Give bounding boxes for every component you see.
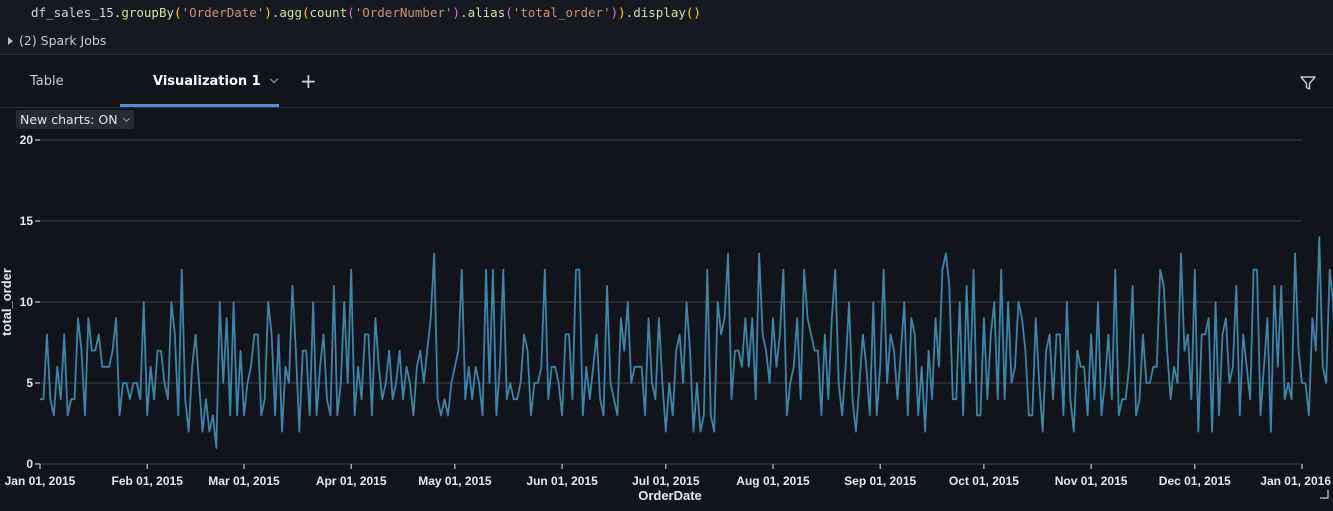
chevron-down-icon: [122, 114, 130, 123]
spark-jobs-label: (2) Spark Jobs: [19, 33, 107, 48]
code-fn-count: count: [309, 5, 348, 20]
x-tick-label: Jan 01, 2016: [1260, 474, 1331, 488]
y-tick-label: 10: [20, 295, 34, 309]
new-charts-toggle[interactable]: New charts: ON: [16, 110, 134, 129]
tab-table-label: Table: [30, 74, 64, 89]
x-tick-label: Aug 01, 2015: [736, 474, 810, 488]
y-tick-label: 20: [20, 133, 34, 147]
x-tick-label: Jun 01, 2015: [526, 474, 598, 488]
code-method-display: display: [633, 5, 686, 20]
x-axis-ticks: Jan 01, 2015 Feb 01, 2015 Mar 01, 2015 Apr …: [5, 464, 1331, 488]
series-line-total-order: [40, 236, 1333, 449]
code-arg-ordernumber: 'OrderNumber': [354, 5, 453, 20]
code-method-agg: agg: [279, 5, 302, 20]
expand-triangle-icon[interactable]: [8, 37, 13, 45]
filter-button[interactable]: [1299, 74, 1317, 92]
x-tick-label: Apr 01, 2015: [316, 474, 387, 488]
x-tick-label: May 01, 2015: [418, 474, 492, 488]
x-tick-label: Oct 01, 2015: [949, 474, 1019, 488]
code-df: df_sales_15: [31, 5, 114, 20]
y-tick-label: 15: [20, 214, 34, 228]
tab-table[interactable]: Table: [30, 56, 64, 107]
y-axis-ticks: 0 5 10 15 20: [20, 133, 40, 471]
y-tick-label: 5: [26, 376, 33, 390]
x-tick-label: Mar 01, 2015: [208, 474, 280, 488]
code-method-alias: alias: [467, 5, 506, 20]
new-charts-label: New charts: ON: [20, 112, 118, 127]
chart-gridlines: [40, 139, 1302, 465]
code-cell-line[interactable]: df_sales_15.groupBy('OrderDate').agg(cou…: [0, 0, 1333, 28]
y-tick-label: 0: [26, 457, 33, 471]
add-visualization-button[interactable]: +: [300, 56, 317, 107]
x-axis-title: OrderDate: [638, 488, 702, 503]
code-method-groupby: groupBy: [121, 5, 175, 20]
code-arg-orderdate: 'OrderDate': [181, 5, 265, 20]
result-tabs-bar: Table Visualization 1 +: [0, 56, 1333, 108]
code-arg-totalorder: 'total_order': [512, 5, 611, 20]
x-tick-label: Sep 01, 2015: [844, 474, 916, 488]
tab-visualization-1-label: Visualization 1: [153, 74, 261, 89]
tab-visualization-1[interactable]: Visualization 1: [120, 56, 279, 107]
x-tick-label: Dec 01, 2015: [1159, 474, 1231, 488]
x-tick-label: Nov 01, 2015: [1055, 474, 1128, 488]
spark-jobs-row[interactable]: (2) Spark Jobs: [0, 28, 1333, 55]
y-axis-title: total_order: [0, 268, 14, 336]
plus-icon: +: [300, 69, 317, 93]
resize-handle-icon[interactable]: [1320, 490, 1329, 499]
x-tick-label: Jul 01, 2015: [632, 474, 700, 488]
x-tick-label: Jan 01, 2015: [5, 474, 76, 488]
x-tick-label: Feb 01, 2015: [111, 474, 183, 488]
filter-icon: [1300, 76, 1316, 90]
